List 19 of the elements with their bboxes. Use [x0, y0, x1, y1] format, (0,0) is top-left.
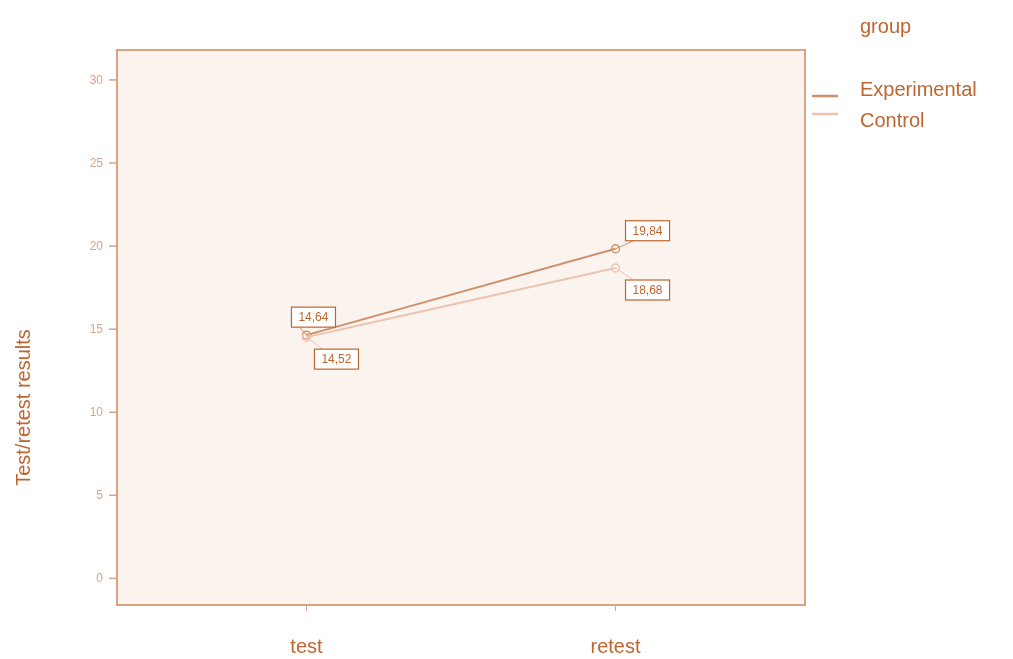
- y-tick-label: 20: [89, 239, 104, 254]
- x-tick-label: retest: [590, 635, 641, 657]
- legend-label: Control: [860, 109, 925, 131]
- y-tick-label: 25: [89, 155, 104, 170]
- x-tick-label: test: [290, 635, 324, 657]
- y-tick-label: 30: [89, 72, 104, 87]
- data-label: 19,84: [632, 223, 663, 238]
- data-label: 14,64: [298, 310, 329, 325]
- y-tick-label: 0: [96, 571, 104, 586]
- y-tick-label: 10: [89, 405, 104, 420]
- point: [610, 263, 621, 273]
- y-axis-title: Test/retest results: [12, 329, 34, 486]
- legend-label: Experimental: [860, 78, 977, 100]
- data-label: 18,68: [632, 283, 663, 298]
- data-label: 14,52: [321, 352, 352, 367]
- y-tick-label: 5: [96, 488, 104, 503]
- y-tick-label: 15: [89, 322, 104, 337]
- legend-title: group: [860, 15, 912, 37]
- point: [610, 244, 621, 254]
